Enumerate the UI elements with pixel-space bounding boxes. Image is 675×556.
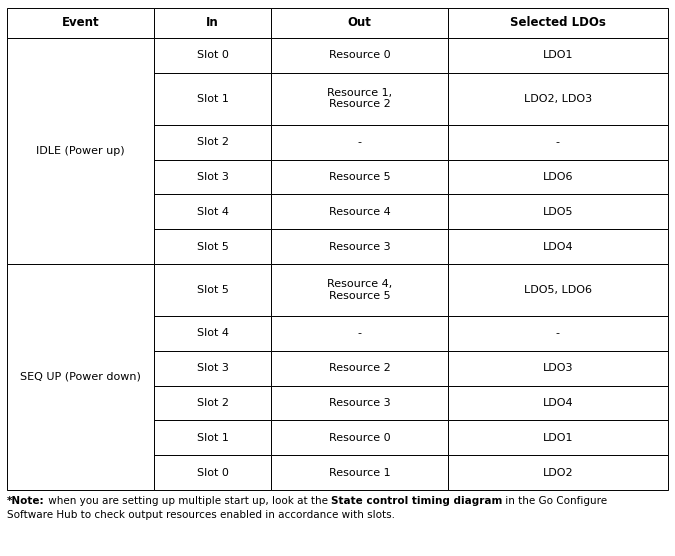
Bar (271, 73, 448, 125)
Bar (448, 420, 668, 455)
Text: LDO3: LDO3 (543, 363, 573, 373)
Bar (154, 316, 271, 351)
Bar (271, 195, 448, 229)
Text: LDO5, LDO6: LDO5, LDO6 (524, 285, 592, 295)
Text: *Note:: *Note: (7, 496, 45, 506)
Bar (448, 8, 668, 38)
Bar (154, 386, 271, 420)
Bar (154, 229, 271, 264)
Text: -: - (556, 137, 560, 147)
Text: Slot 1: Slot 1 (196, 93, 229, 103)
Bar (448, 264, 668, 316)
Text: LDO2: LDO2 (543, 468, 573, 478)
Text: Slot 4: Slot 4 (196, 207, 229, 217)
Text: Resource 5: Resource 5 (329, 172, 390, 182)
Text: Slot 1: Slot 1 (196, 433, 229, 443)
Bar (271, 125, 448, 160)
Text: Slot 2: Slot 2 (196, 398, 229, 408)
Bar (271, 386, 448, 420)
Bar (271, 264, 448, 316)
Bar (154, 73, 271, 125)
Bar (448, 73, 668, 125)
Text: Slot 0: Slot 0 (196, 468, 229, 478)
Text: Resource 0: Resource 0 (329, 433, 390, 443)
Bar (154, 125, 271, 160)
Bar (271, 8, 448, 38)
Text: -: - (556, 329, 560, 339)
Text: LDO1: LDO1 (543, 433, 573, 443)
Text: Slot 5: Slot 5 (196, 285, 229, 295)
Text: Event: Event (61, 17, 99, 29)
Bar (7, 38, 154, 264)
Text: in the Go Configure: in the Go Configure (502, 496, 608, 506)
Text: In: In (206, 17, 219, 29)
Bar (271, 229, 448, 264)
Text: Resource 1,
Resource 2: Resource 1, Resource 2 (327, 88, 392, 110)
Bar (448, 386, 668, 420)
Bar (448, 195, 668, 229)
Text: when you are setting up multiple start up, look at the: when you are setting up multiple start u… (45, 496, 331, 506)
Bar (448, 229, 668, 264)
Text: -: - (358, 137, 362, 147)
Bar (448, 125, 668, 160)
Text: Resource 3: Resource 3 (329, 398, 390, 408)
Bar (154, 351, 271, 386)
Text: LDO4: LDO4 (543, 241, 573, 251)
Text: LDO1: LDO1 (543, 50, 573, 60)
Bar (448, 38, 668, 73)
Text: LDO5: LDO5 (543, 207, 573, 217)
Bar (271, 160, 448, 195)
Text: Slot 2: Slot 2 (196, 137, 229, 147)
Bar (154, 8, 271, 38)
Bar (271, 351, 448, 386)
Text: Out: Out (348, 17, 371, 29)
Text: State control timing diagram: State control timing diagram (331, 496, 502, 506)
Bar (154, 455, 271, 490)
Text: -: - (358, 329, 362, 339)
Text: Resource 4,
Resource 5: Resource 4, Resource 5 (327, 279, 392, 301)
Text: Resource 4: Resource 4 (329, 207, 391, 217)
Bar (154, 195, 271, 229)
Text: Software Hub to check output resources enabled in accordance with slots.: Software Hub to check output resources e… (7, 510, 395, 520)
Bar (271, 316, 448, 351)
Text: Slot 3: Slot 3 (196, 172, 229, 182)
Bar (271, 455, 448, 490)
Bar (448, 351, 668, 386)
Text: IDLE (Power up): IDLE (Power up) (36, 146, 125, 156)
Text: LDO4: LDO4 (543, 398, 573, 408)
Bar (7, 264, 154, 490)
Bar (448, 455, 668, 490)
Text: Resource 3: Resource 3 (329, 241, 390, 251)
Text: Slot 5: Slot 5 (196, 241, 229, 251)
Bar (448, 316, 668, 351)
Bar (448, 160, 668, 195)
Text: SEQ UP (Power down): SEQ UP (Power down) (20, 372, 141, 382)
Text: Resource 1: Resource 1 (329, 468, 390, 478)
Text: Selected LDOs: Selected LDOs (510, 17, 606, 29)
Text: Resource 0: Resource 0 (329, 50, 390, 60)
Text: Slot 4: Slot 4 (196, 329, 229, 339)
Bar (271, 420, 448, 455)
Bar (154, 420, 271, 455)
Bar (154, 38, 271, 73)
Bar (154, 264, 271, 316)
Bar (154, 160, 271, 195)
Bar (7, 8, 154, 38)
Text: Slot 3: Slot 3 (196, 363, 229, 373)
Text: Resource 2: Resource 2 (329, 363, 391, 373)
Text: Slot 0: Slot 0 (196, 50, 229, 60)
Bar (271, 38, 448, 73)
Text: LDO2, LDO3: LDO2, LDO3 (524, 93, 592, 103)
Text: LDO6: LDO6 (543, 172, 573, 182)
